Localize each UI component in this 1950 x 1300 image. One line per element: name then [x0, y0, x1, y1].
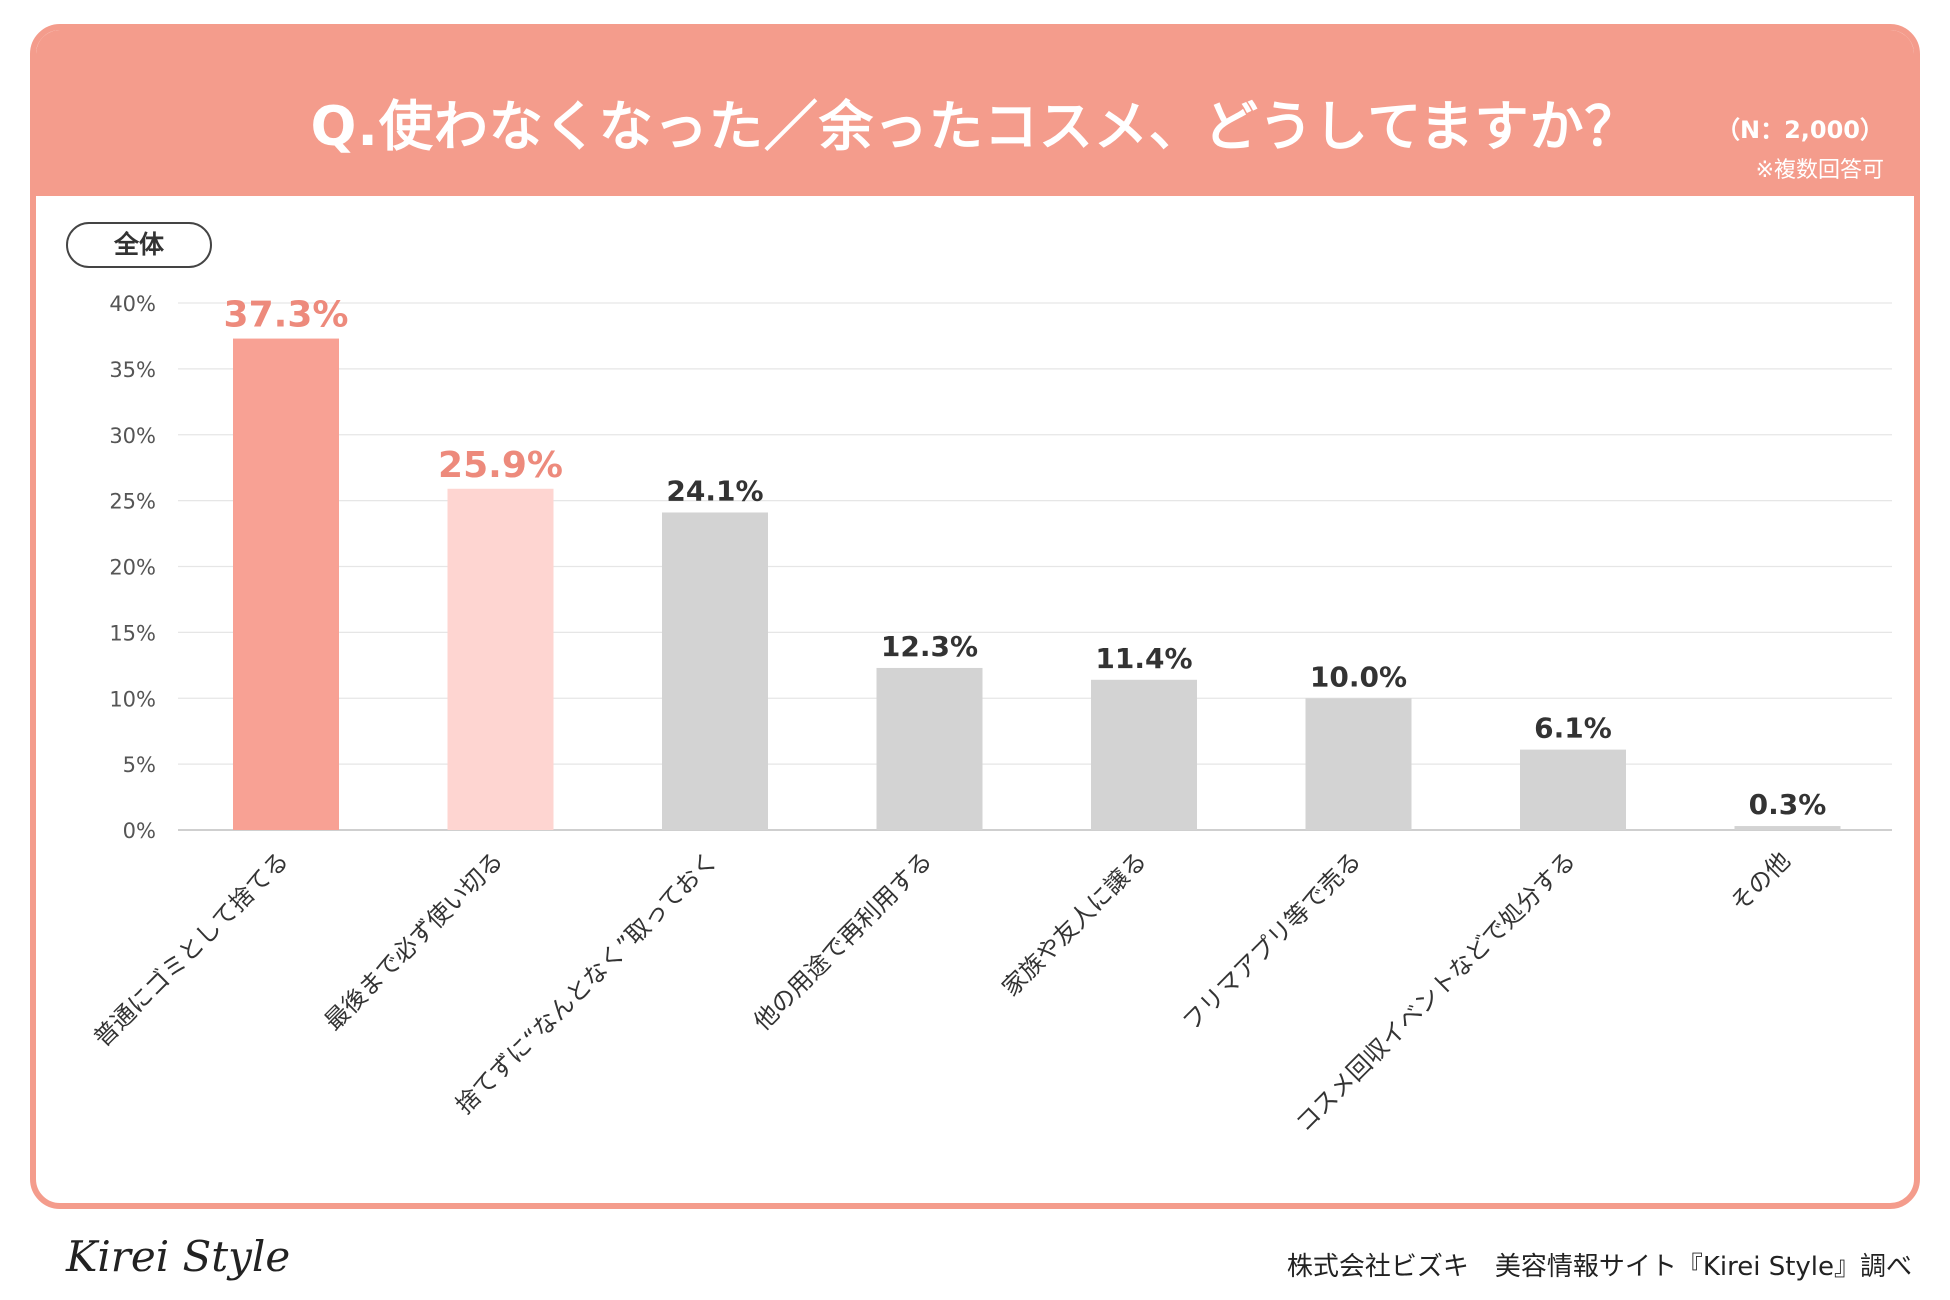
sample-size: （N：2,000）: [1716, 116, 1884, 144]
data-label: 11.4%: [1095, 642, 1192, 675]
survey-credit: 株式会社ビズキ 美容情報サイト『Kirei Style』調べ: [1286, 1252, 1912, 1282]
data-label: 0.3%: [1749, 788, 1827, 821]
x-tick-label: その他: [1725, 846, 1796, 917]
data-label: 6.1%: [1534, 712, 1612, 745]
data-label: 12.3%: [881, 630, 978, 663]
data-label: 24.1%: [666, 474, 763, 507]
y-tick-label: 35%: [109, 358, 156, 382]
bar: [876, 667, 983, 830]
x-tick-label: 捨てずに“なんとなく”取っておく: [450, 846, 723, 1119]
y-tick-label: 40%: [109, 292, 156, 316]
bar: [1091, 679, 1197, 830]
y-tick-label: 10%: [109, 687, 156, 711]
y-tick-label: 5%: [123, 753, 156, 777]
data-label: 37.3%: [224, 295, 349, 336]
bar: [1520, 749, 1626, 830]
data-label: 10.0%: [1310, 660, 1407, 693]
y-tick-label: 15%: [109, 621, 156, 645]
group-label: 全体: [66, 222, 212, 268]
kirei-style-logo: Kirei Style: [66, 1232, 291, 1281]
x-tick-label: 他の用途で再利用する: [748, 846, 938, 1036]
chart-card: Q.使わなくなった／余ったコスメ、どうしてますか？ （N：2,000） ※複数回…: [30, 24, 1920, 1209]
bar: [662, 512, 768, 830]
header-band: Q.使わなくなった／余ったコスメ、どうしてますか？ （N：2,000） ※複数回…: [36, 30, 1914, 196]
x-tick-label: 最後まで必ず使い切る: [319, 846, 509, 1036]
bar: [447, 488, 554, 830]
multiple-answer-note: ※複数回答可: [1755, 158, 1884, 183]
data-label: 25.9%: [438, 445, 563, 486]
y-tick-label: 25%: [109, 490, 156, 514]
bar: [1305, 698, 1412, 830]
y-tick-label: 30%: [109, 424, 156, 448]
y-tick-label: 0%: [123, 819, 156, 843]
bar: [1734, 826, 1841, 830]
y-tick-label: 20%: [109, 556, 156, 580]
x-tick-label: 普通にゴミとして捨てる: [88, 846, 294, 1052]
chart-title: Q.使わなくなった／余ったコスメ、どうしてますか？: [310, 95, 1640, 158]
bar: [233, 338, 339, 830]
x-tick-label: フリマアプリ等で売る: [1177, 846, 1367, 1036]
x-tick-label: 家族や友人に譲る: [997, 846, 1153, 1002]
